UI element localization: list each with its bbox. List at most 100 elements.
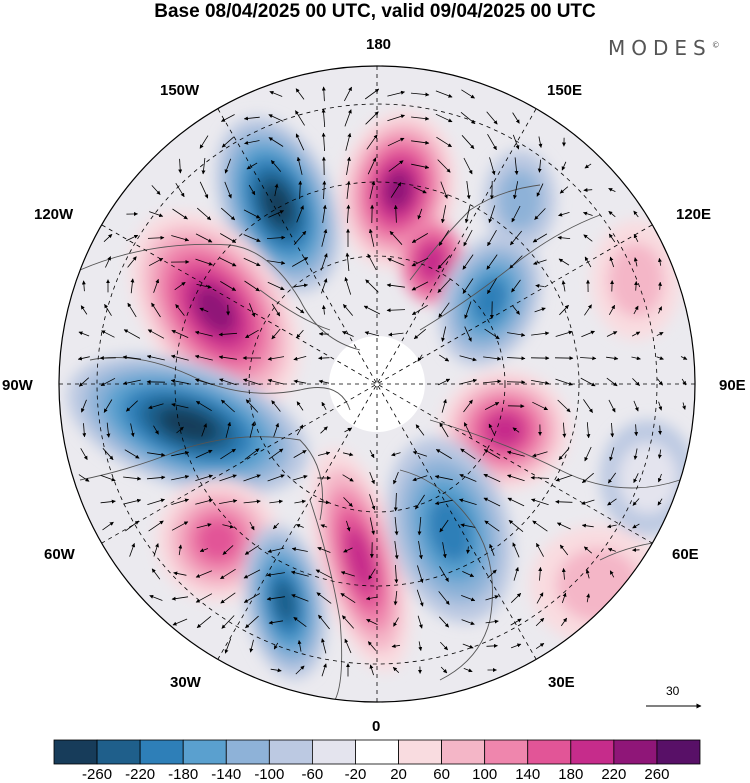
wind-arrow — [195, 570, 213, 578]
wind-arrow — [298, 180, 303, 200]
wind-arrow — [532, 451, 548, 458]
colorbar-swatch — [484, 739, 529, 765]
wind-arrow — [266, 572, 285, 577]
colorbar-label: -20 — [344, 766, 367, 783]
wind-arrow — [344, 109, 352, 127]
wind-arrow — [393, 590, 398, 606]
wind-arrow — [219, 378, 237, 386]
wind-arrow — [513, 181, 519, 200]
wind-arrow — [536, 183, 544, 197]
wind-arrow — [171, 402, 189, 409]
wind-arrow — [293, 616, 307, 628]
wind-arrow — [195, 449, 213, 459]
wind-arrow — [488, 423, 496, 437]
wind-arrow — [463, 157, 473, 175]
lon-label-150w: 150W — [160, 82, 200, 99]
wind-arrow — [297, 640, 302, 652]
wind-arrow — [364, 331, 380, 337]
wind-arrow — [581, 523, 594, 528]
anomaly-contour — [618, 442, 678, 514]
wind-arrow — [459, 474, 477, 482]
wind-arrow — [290, 570, 309, 577]
wind-arrow — [464, 205, 471, 224]
wind-arrow — [147, 452, 166, 457]
wind-arrow — [151, 185, 161, 195]
wind-arrow — [560, 617, 568, 627]
wind-arrow — [438, 378, 451, 386]
wind-arrow — [583, 399, 593, 413]
wind-arrow — [171, 474, 190, 481]
anomaly-contour — [417, 243, 447, 281]
wind-arrow — [175, 182, 185, 198]
wind-arrow — [437, 159, 451, 173]
wind-arrow — [178, 544, 183, 556]
wind-arrow — [342, 304, 354, 316]
wind-arrow — [439, 422, 449, 438]
wind-arrow — [173, 571, 187, 576]
wind-arrow — [171, 596, 189, 601]
wind-arrow — [343, 497, 353, 507]
colorbar-label: 140 — [515, 766, 541, 783]
wind-arrow — [102, 521, 114, 531]
wind-arrow — [366, 619, 378, 625]
wind-arrow — [512, 305, 520, 315]
wind-arrow — [658, 425, 663, 435]
wind-arrow — [218, 332, 238, 337]
wind-arrow — [411, 281, 429, 291]
wind-arrow — [146, 354, 165, 361]
wind-arrow — [365, 111, 379, 125]
wind-arrow — [390, 182, 402, 198]
wind-arrow — [531, 331, 550, 336]
wind-arrow — [631, 331, 641, 337]
wind-arrow — [367, 641, 377, 651]
wind-arrow — [267, 356, 285, 361]
wind-arrow — [151, 302, 161, 318]
wind-arrow — [461, 89, 475, 99]
wind-arrow — [583, 188, 593, 193]
wind-arrow — [437, 279, 451, 293]
wind-arrow — [632, 498, 640, 506]
wind-arrow — [344, 638, 352, 654]
wind-arrow — [199, 135, 209, 149]
wind-arrow — [321, 638, 327, 654]
brand-text: MODES — [608, 36, 712, 60]
wind-arrow — [224, 638, 232, 654]
wind-arrow — [459, 498, 477, 505]
wind-arrow — [246, 162, 258, 170]
wind-arrow — [438, 230, 450, 246]
wind-arrow — [411, 163, 430, 170]
wind-arrow — [411, 257, 429, 267]
wind-arrow — [293, 450, 307, 458]
wind-arrow — [512, 542, 520, 558]
wind-arrow — [557, 235, 571, 240]
wind-arrow — [583, 211, 593, 216]
wind-arrow — [586, 422, 591, 439]
wind-arrow — [466, 181, 471, 200]
wind-arrow — [196, 615, 212, 629]
wind-arrow — [581, 499, 595, 505]
wind-arrow — [656, 356, 664, 360]
wind-arrow — [440, 641, 448, 651]
wind-arrow — [657, 449, 662, 459]
lon-label-150e: 150E — [547, 82, 583, 99]
wind-arrow — [586, 593, 591, 603]
wind-arrow — [439, 616, 449, 628]
wind-arrow — [221, 136, 235, 148]
wind-arrow — [535, 642, 545, 650]
wind-arrow — [321, 401, 327, 410]
wind-arrow — [411, 116, 430, 121]
wind-arrow — [580, 377, 596, 387]
wind-arrow — [610, 422, 615, 438]
wind-arrow — [195, 258, 213, 266]
wind-arrow — [267, 378, 285, 385]
wind-arrow — [633, 233, 639, 242]
wind-arrow — [78, 377, 90, 387]
wind-arrow — [369, 471, 375, 485]
wind-arrow — [123, 329, 141, 339]
anomaly-contour — [497, 169, 543, 231]
colorbar-label: -100 — [254, 766, 285, 783]
wind-arrow — [389, 231, 403, 245]
wind-arrow — [122, 355, 141, 360]
wind-arrow — [507, 497, 525, 507]
wind-arrow — [581, 330, 595, 338]
